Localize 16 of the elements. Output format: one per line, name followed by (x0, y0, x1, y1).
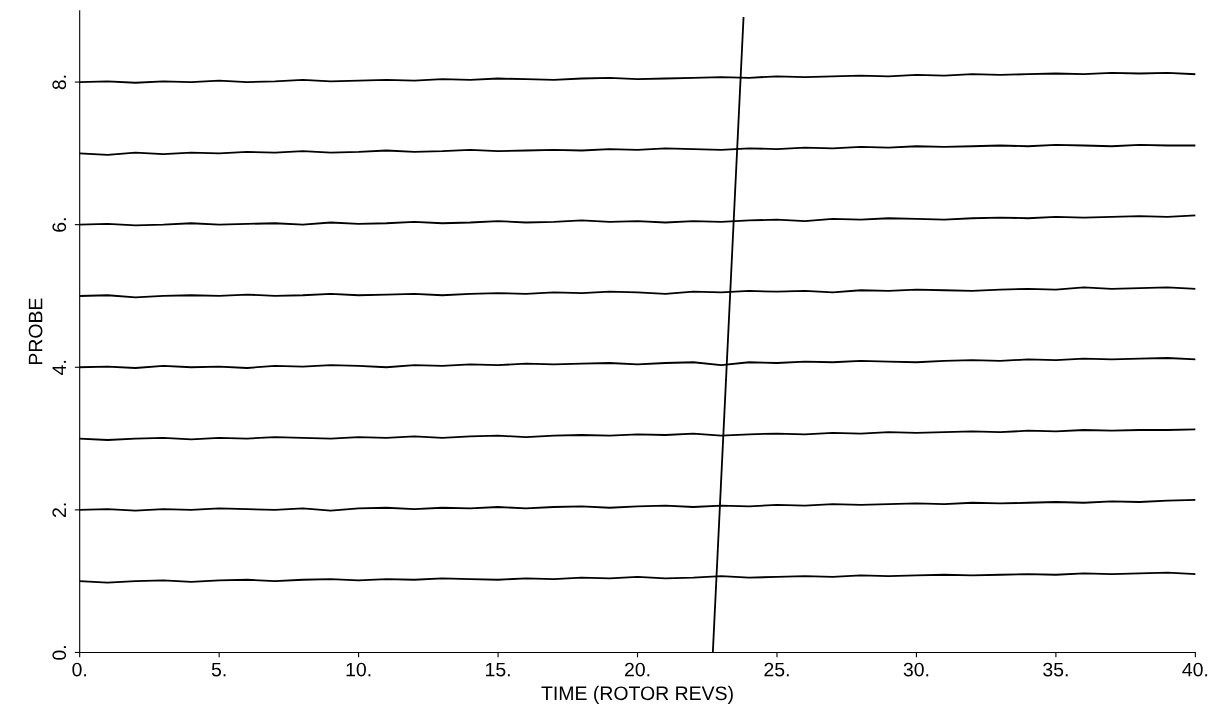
y-tick-label: 4. (52, 360, 66, 375)
y-tick-label: 8. (52, 75, 67, 90)
y-tick-label: 0. (52, 646, 67, 660)
x-tick-label: 15. (486, 662, 510, 677)
x-tick-label: 30. (903, 662, 929, 677)
x-tick-label: 10. (346, 662, 371, 677)
y-tick-label: 2. (52, 503, 66, 517)
y-tick-label: 6. (52, 218, 67, 232)
x-tick-label: 0. (72, 662, 87, 677)
y-axis-title: PROBE (28, 298, 43, 365)
x-axis-title: TIME (ROTOR REVS) (541, 685, 733, 704)
x-tick-label: 20. (624, 662, 650, 677)
x-tick-label: 40. (1182, 662, 1208, 677)
x-tick-label: 25. (764, 662, 789, 677)
x-tick-label: 5. (211, 662, 226, 677)
x-tick-label: 35. (1043, 662, 1068, 677)
